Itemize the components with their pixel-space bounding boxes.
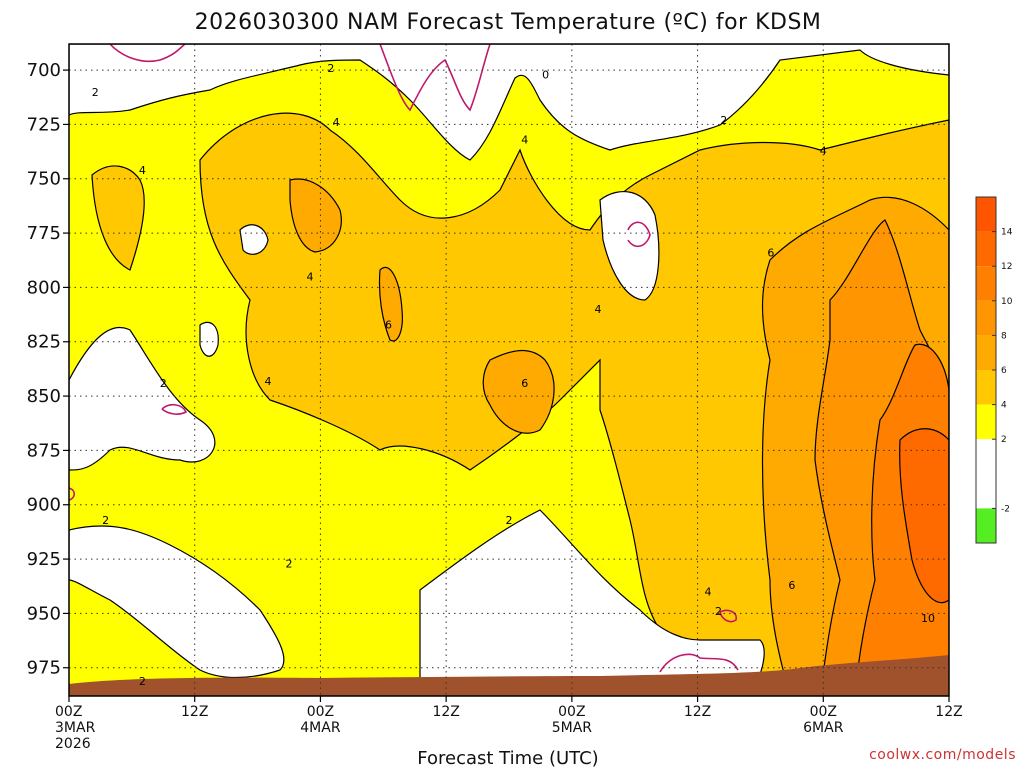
colorbar-swatch [976,439,996,509]
contour-label: 4 [139,164,146,177]
x-tick-label: 6MAR [803,720,844,736]
colorbar-swatch [976,197,996,232]
contour-label: 6 [788,579,795,592]
contour-label: 2 [160,377,167,390]
y-tick-label: 975 [27,658,61,679]
y-tick-label: 925 [27,549,61,570]
fill-below-2-small-1 [239,224,269,255]
x-tick-label: 5MAR [552,720,593,736]
contour-label: 6 [385,318,392,331]
x-tick-label: 00Z [55,704,82,720]
credit-text: coolwx.com/models [869,747,1016,763]
contour-label: 2 [715,605,722,618]
fill-below-2-small-2 [199,321,219,357]
y-tick-label: 775 [27,223,61,244]
zero-contour-3 [627,221,651,248]
fill-below-2-sw [69,525,285,679]
x-tick-label: 4MAR [300,720,341,736]
colorbar: 14 12 10 8 6 4 2 -2 [975,196,1013,544]
zero-contour-6 [719,609,738,623]
contour-label: 2 [102,514,109,527]
fill-6-to-8-mid [378,266,403,342]
colorbar-swatch [976,300,996,336]
x-tick-label: 12Z [684,704,711,720]
contour-label: 6 [521,377,528,390]
colorbar-swatch [976,231,996,267]
x-tick-label: 00Z [307,704,334,720]
contour-label: 10 [921,612,935,625]
contour-label: 4 [820,144,827,157]
y-tick-label: 875 [27,440,61,461]
y-tick-label: 900 [27,495,61,516]
fill-below-2-east-mid [599,191,660,301]
contour-label: 4 [595,303,602,316]
contour-label: 2 [286,557,293,570]
x-tick-label: 3MAR [55,720,96,736]
colorbar-swatch [976,266,996,301]
colorbar-tick-label: 6 [1001,366,1007,376]
y-tick-label: 800 [27,277,61,298]
zero-contour-5 [659,653,739,673]
x-tick-label: 00Z [810,704,837,720]
y-tick-label: 700 [27,60,61,81]
x-axis-label: Forecast Time (UTC) [417,748,598,768]
colorbar-swatch [976,335,996,370]
x-tick-label: 12Z [432,704,459,720]
contour-label: 0 [542,68,549,81]
x-tick-label: 12Z [935,704,962,720]
contour-label: 4 [306,271,313,284]
contour-label: 2 [327,62,334,75]
zero-contour-7 [69,487,76,501]
colorbar-swatch [976,370,996,405]
contour-label: 4 [265,375,272,388]
y-tick-label: 825 [27,332,61,353]
colorbar-swatch [976,404,996,440]
contour-label: 4 [705,586,712,599]
zero-contour-2 [379,44,491,112]
fill-12-to-14 [899,428,949,604]
fill-6-to-8-center [482,349,555,434]
zero-contour-4 [161,403,188,415]
grid [69,44,949,696]
fill-below-2-top [69,44,949,161]
y-tick-label: 850 [27,386,61,407]
terrain [69,655,949,696]
x-tick-label: 2026 [55,736,91,752]
y-tick-label: 950 [27,603,61,624]
chart-title: 2026030300 NAM Forecast Temperature (ºC)… [195,10,822,35]
fill-6-to-8-north [289,178,342,253]
y-axis: 700 725 750 775 800 825 850 875 900 925 950 975 [27,60,69,679]
colorbar-tick-label: 8 [1001,331,1007,341]
contour-label: 2 [139,675,146,688]
colorbar-tick-label: 4 [1001,401,1007,411]
colorbar-tick-label: 10 [1001,297,1013,307]
contour-label: 4 [333,116,340,129]
y-tick-label: 750 [27,169,61,190]
plot-frame [68,43,950,697]
fill-below-2-mid [69,326,216,471]
contour-label: 2 [92,86,99,99]
colorbar-tick-label: 2 [1001,435,1007,445]
colorbar-tick-label: 14 [1001,228,1013,238]
contour-label: 2 [506,514,513,527]
colorbar-swatch [976,508,996,543]
x-tick-label: 00Z [558,704,585,720]
contour-label: 4 [521,134,528,147]
y-tick-label: 725 [27,114,61,135]
x-tick-label: 12Z [181,704,208,720]
fill-below-2-bottom [419,509,765,696]
colorbar-tick-label: -2 [1001,504,1010,514]
colorbar-tick-label: 12 [1001,262,1012,272]
zero-contour-1 [109,44,186,62]
contour-label: 2 [720,114,727,127]
contour-label: 6 [767,247,774,260]
